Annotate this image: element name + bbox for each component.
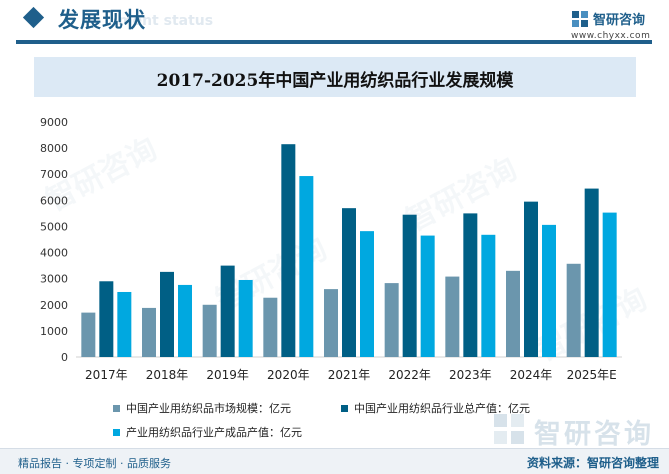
- legend-item-finished-goods: 产业用纺织品行业产成品产值：亿元: [113, 424, 302, 440]
- y-tick-label: 7000: [40, 168, 68, 181]
- bar-series-3: [117, 291, 132, 357]
- bar-series-3: [542, 224, 556, 357]
- bar-series-1: [324, 289, 338, 357]
- logo-url: www.chyxx.com: [571, 31, 651, 41]
- x-tick-label: 2025年E: [567, 368, 617, 382]
- x-tick-label: 2020年: [267, 368, 310, 382]
- bar-series-2: [463, 213, 478, 357]
- watermark-logo-icon: [494, 414, 524, 444]
- footer-tagline: 精品报告 · 专项定制 · 品质服务: [18, 457, 171, 470]
- watermark-logo: 智研咨询: [486, 410, 662, 450]
- diamond-icon: [22, 6, 45, 29]
- y-tick-label: 5000: [40, 220, 68, 233]
- y-tick-label: 2000: [40, 299, 68, 312]
- bar-series-2: [584, 188, 599, 357]
- legend-swatch: [113, 405, 120, 412]
- watermark-logo-text: 智研咨询: [534, 419, 654, 450]
- bar-series-1: [263, 297, 278, 357]
- legend-label: 中国产业用纺织品市场规模：亿元: [126, 402, 291, 415]
- x-tick-label: 2024年: [510, 368, 553, 382]
- bar-series-1: [445, 276, 460, 357]
- x-tick-label: 2019年: [206, 368, 249, 382]
- x-tick-label: 2022年: [388, 368, 431, 382]
- y-tick-label: 0: [61, 351, 68, 364]
- footer: 精品报告 · 专项定制 · 品质服务 资料来源：智研咨询整理: [0, 448, 669, 474]
- x-tick-label: 2023年: [449, 368, 492, 382]
- data-source: 资料来源：智研咨询整理: [526, 456, 659, 470]
- bar-series-2: [160, 271, 174, 357]
- logo-name: 智研咨询: [593, 13, 646, 28]
- y-tick-label: 9000: [40, 116, 68, 129]
- bar-series-2: [220, 265, 235, 357]
- legend-swatch: [113, 429, 120, 436]
- y-tick-label: 1000: [40, 325, 68, 338]
- y-tick-label: 3000: [40, 273, 68, 286]
- bar-series-3: [481, 234, 496, 357]
- bar-series-1: [384, 283, 399, 357]
- bar-series-2: [342, 208, 356, 357]
- x-tick-label: 2018年: [146, 368, 189, 382]
- logo-icon: [572, 11, 588, 27]
- logo: 智研咨询 www.chyxx.com: [571, 8, 661, 42]
- header: ment status 发展现状 智研咨询 www.chyxx.com: [0, 0, 669, 44]
- bar-series-3: [602, 212, 617, 357]
- chart-title: 2017-2025年中国产业用纺织品行业发展规模: [156, 71, 514, 91]
- bar-series-2: [99, 281, 114, 357]
- bar-series-2: [402, 214, 417, 357]
- bar-chart: 0 1000 2000 3000 4000 5000 6000 7000 8000 9000 201…: [40, 116, 622, 382]
- legend-item-market-size: 中国产业用纺织品市场规模：亿元: [113, 400, 291, 416]
- y-tick-label: 6000: [40, 194, 68, 207]
- y-tick-label: 8000: [40, 142, 68, 155]
- legend-swatch: [341, 405, 348, 412]
- bar-series-3: [360, 231, 374, 357]
- bar-series-1: [142, 307, 156, 357]
- bar-series-3: [420, 235, 435, 357]
- x-tick-label: 2021年: [328, 368, 371, 382]
- section-subtitle: ment status: [118, 13, 214, 29]
- y-tick-label: 4000: [40, 247, 68, 260]
- bar-series-3: [299, 176, 314, 357]
- header-divider: [16, 40, 652, 44]
- bar-series-1: [506, 270, 520, 357]
- legend-item-total-output: 中国产业用纺织品行业总产值：亿元: [341, 400, 530, 416]
- chart-title-band: 2017-2025年中国产业用纺织品行业发展规模: [34, 57, 636, 97]
- bar-series-1: [81, 312, 96, 357]
- x-tick-label: 2017年: [85, 368, 128, 382]
- bar-series-3: [178, 284, 192, 357]
- bar-series-1: [566, 263, 581, 357]
- bar-series-2: [281, 144, 296, 357]
- legend-label: 中国产业用纺织品行业总产值：亿元: [354, 402, 530, 415]
- legend-label: 产业用纺织品行业产成品产值：亿元: [126, 426, 302, 439]
- bar-series-2: [524, 201, 538, 357]
- section-title: 发展现状: [58, 8, 146, 32]
- bar-series-1: [202, 304, 217, 357]
- bar-series-3: [238, 279, 253, 357]
